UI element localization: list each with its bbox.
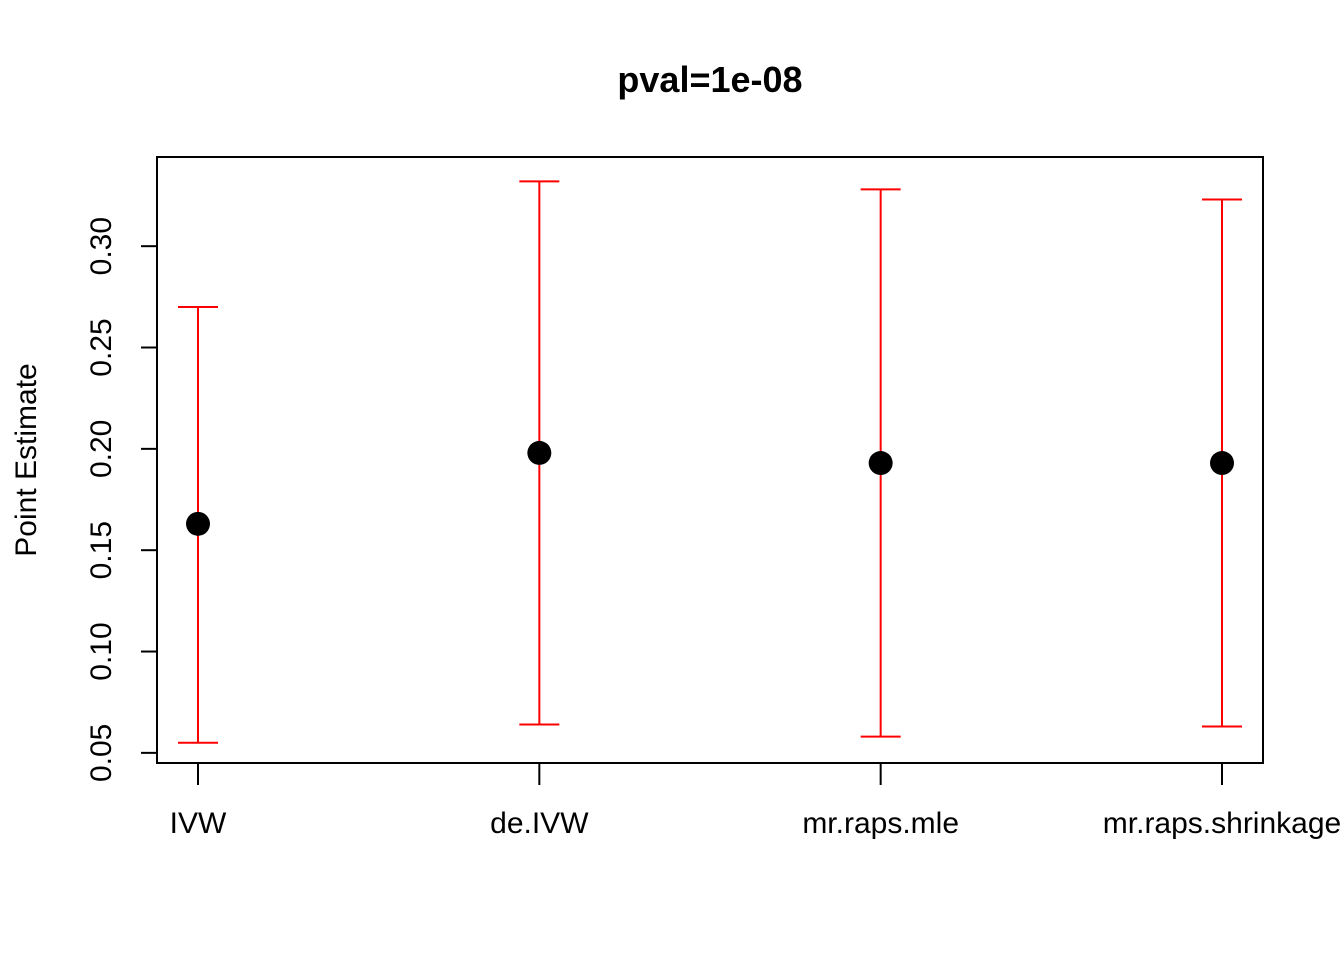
y-tick-label: 0.15	[85, 521, 118, 579]
error-bars	[178, 180, 1242, 744]
y-tick-label: 0.30	[85, 217, 118, 275]
chart-title: pval=1e-08	[617, 59, 802, 100]
x-tick-label: mr.raps.shrinkage	[1103, 807, 1341, 840]
x-tick-label: de.IVW	[490, 807, 589, 840]
point-estimate	[868, 451, 893, 476]
points	[186, 440, 1234, 536]
point-estimate	[1210, 451, 1234, 476]
y-axis: 0.05 0.10 0.15 0.20 0.25 0.30	[85, 217, 158, 782]
plot-frame	[156, 156, 1264, 764]
y-tick-label: 0.20	[85, 420, 118, 478]
point-estimate	[527, 440, 552, 465]
x-tick-label: mr.raps.mle	[802, 807, 959, 840]
point-estimate	[186, 511, 210, 536]
y-tick-label: 0.05	[85, 724, 118, 782]
y-tick-label: 0.25	[85, 318, 118, 376]
y-axis-label: Point Estimate	[10, 363, 43, 556]
x-axis: IVW de.IVW mr.raps.mle mr.raps.shrinkage	[170, 763, 1341, 840]
y-tick-label: 0.10	[85, 622, 118, 680]
x-tick-label: IVW	[170, 807, 227, 840]
